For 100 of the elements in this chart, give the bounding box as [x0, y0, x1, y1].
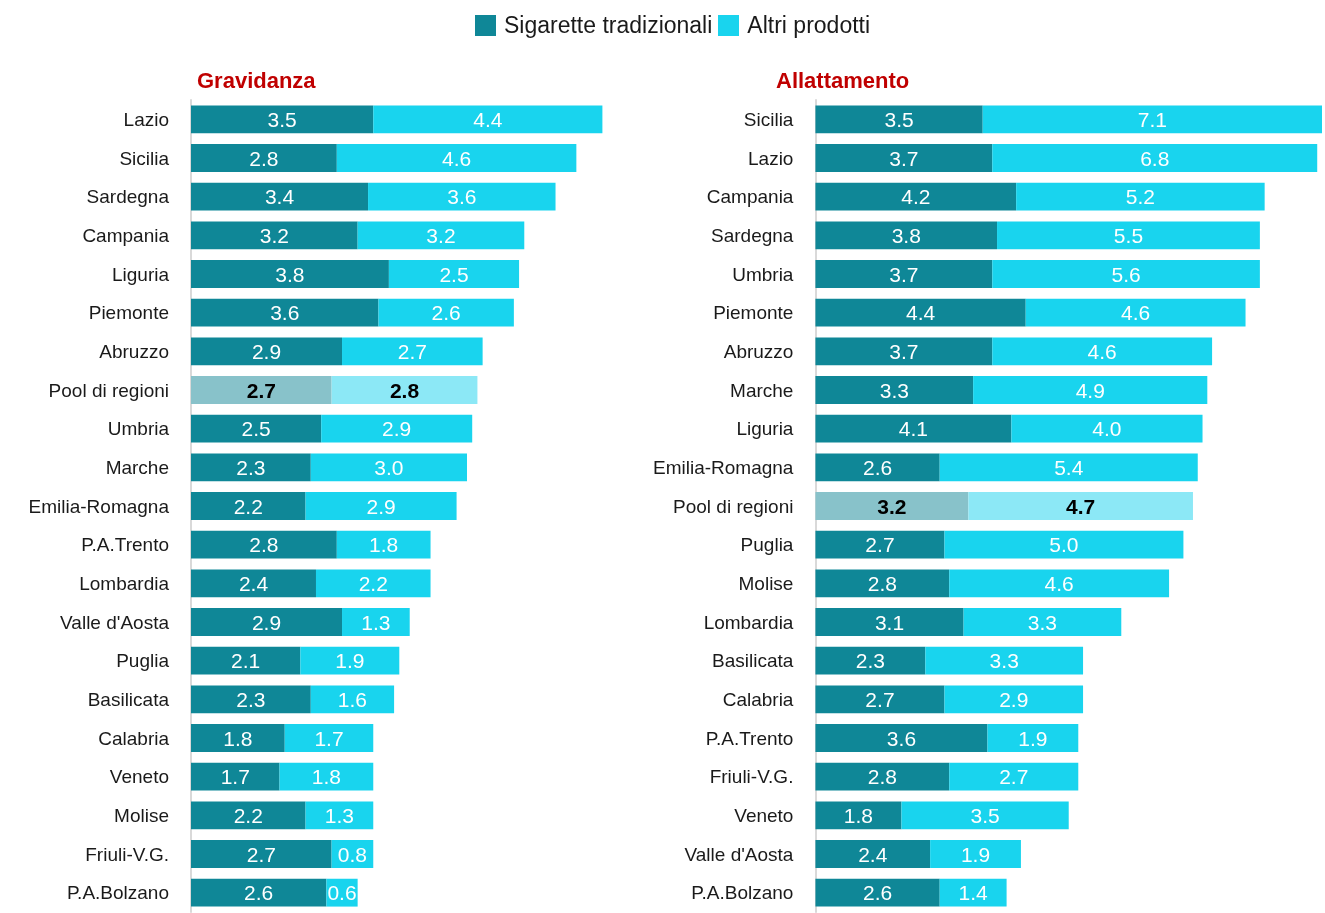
data-label: 2.6 — [431, 301, 461, 325]
y-tick-label: Veneto — [734, 804, 794, 826]
data-label: 2.7 — [865, 533, 895, 557]
data-label: 3.5 — [970, 803, 1000, 827]
bar — [300, 646, 400, 675]
y-tick-label: Umbria — [107, 418, 170, 440]
data-label: 2.6 — [244, 881, 274, 905]
y-tick-label: Sicilia — [119, 147, 170, 169]
y-tick-label: Lombardia — [703, 611, 794, 633]
bar — [1011, 414, 1203, 443]
data-label: 1.3 — [324, 803, 355, 827]
bar — [815, 724, 988, 752]
data-label: 1.9 — [335, 649, 365, 673]
bar — [930, 840, 1021, 868]
data-label: 3.6 — [447, 185, 477, 209]
y-tick-label: Liguria — [736, 418, 794, 440]
chart-title: Gravidanza — [197, 67, 317, 93]
bar — [191, 337, 343, 366]
y-tick-label: Friuli-V.G. — [709, 766, 794, 788]
data-label: 0.6 — [327, 881, 357, 905]
bar — [992, 337, 1213, 366]
y-tick-label: Lazio — [748, 147, 794, 169]
data-label: 3.7 — [889, 146, 919, 170]
data-label: 2.6 — [862, 881, 893, 905]
bar — [191, 144, 337, 172]
bar — [310, 685, 395, 714]
data-label: 3.4 — [264, 185, 295, 209]
bar — [815, 221, 998, 250]
bar — [973, 376, 1208, 404]
data-label: 3.7 — [889, 339, 919, 363]
bar — [191, 298, 379, 327]
y-tick-label: Piemonte — [713, 302, 794, 324]
bar — [321, 414, 473, 443]
data-label: 1.9 — [1018, 726, 1048, 750]
bar — [191, 685, 311, 714]
bar — [815, 569, 950, 598]
y-tick-label: Emilia-Romagna — [28, 495, 170, 517]
bar — [815, 878, 940, 907]
bar — [982, 105, 1322, 134]
bar — [378, 298, 514, 327]
y-tick-label: Emilia-Romagna — [652, 456, 794, 478]
bar — [997, 221, 1260, 250]
bar — [336, 530, 431, 559]
bar — [331, 376, 478, 404]
bar — [968, 492, 1193, 520]
y-tick-label: P.A.Trento — [705, 727, 794, 749]
y-tick-label: Valle d'Aosta — [684, 843, 794, 865]
chart-title: Allattamento — [776, 67, 910, 93]
bar — [373, 105, 603, 134]
bar — [815, 608, 964, 636]
y-tick-label: Basilicata — [712, 650, 794, 672]
bar — [901, 801, 1069, 830]
data-label: 3.2 — [426, 223, 456, 247]
bar — [1016, 182, 1265, 211]
bar — [310, 453, 467, 482]
y-tick-label: Abruzzo — [723, 340, 794, 362]
bar — [939, 878, 1007, 907]
bar — [815, 492, 969, 520]
y-tick-label: Marche — [105, 456, 169, 478]
bar — [191, 260, 389, 288]
data-label: 0.8 — [337, 842, 368, 866]
y-tick-label: Campania — [706, 186, 794, 208]
y-tick-label: Friuli-V.G. — [85, 843, 169, 865]
y-tick-label: Puglia — [740, 534, 794, 556]
data-label: 2.3 — [236, 687, 266, 711]
data-label: 4.6 — [1087, 339, 1117, 363]
bar — [342, 337, 483, 366]
bar — [191, 762, 280, 791]
bar — [815, 801, 902, 830]
data-label: 2.9 — [251, 610, 282, 634]
bar — [992, 144, 1318, 172]
data-label: 2.4 — [858, 842, 888, 866]
data-label: 3.3 — [879, 378, 909, 402]
data-label: 2.7 — [999, 765, 1029, 789]
data-label: 4.4 — [905, 301, 936, 325]
data-label: 1.4 — [958, 881, 989, 905]
bar — [279, 762, 374, 791]
data-label: 3.8 — [891, 223, 921, 247]
data-label: 1.8 — [223, 726, 253, 750]
bar — [815, 530, 945, 559]
data-label: 2.8 — [867, 765, 897, 789]
data-label: 2.7 — [246, 842, 276, 866]
bar — [388, 260, 520, 288]
data-label: 2.2 — [233, 494, 263, 518]
bar — [191, 414, 322, 443]
bar — [944, 530, 1184, 559]
bar — [315, 569, 431, 598]
data-label: 4.6 — [1121, 301, 1151, 325]
data-label: 3.6 — [886, 726, 917, 750]
data-label: 2.6 — [862, 455, 893, 479]
bar — [342, 608, 410, 636]
data-label: 3.3 — [1027, 610, 1058, 634]
y-tick-label: Sicilia — [743, 108, 794, 130]
data-label: 5.0 — [1049, 533, 1079, 557]
data-label: 4.2 — [901, 185, 931, 209]
legend-label: Altri prodotti — [747, 12, 871, 39]
bar — [191, 801, 306, 830]
bar — [191, 182, 369, 211]
data-label: 4.4 — [473, 107, 503, 131]
data-label: 1.7 — [314, 726, 344, 750]
